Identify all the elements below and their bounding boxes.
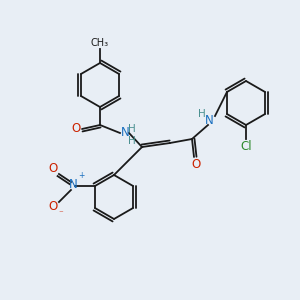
Text: CH₃: CH₃ (91, 38, 109, 48)
Text: N: N (121, 127, 129, 140)
Text: H: H (198, 109, 206, 119)
Text: O: O (191, 158, 201, 172)
Text: ⁻: ⁻ (58, 209, 63, 218)
Text: H: H (128, 124, 136, 134)
Text: O: O (48, 200, 58, 214)
Text: O: O (48, 163, 58, 176)
Text: +: + (78, 172, 84, 181)
Text: O: O (71, 122, 81, 136)
Text: H: H (128, 136, 136, 146)
Text: Cl: Cl (240, 140, 252, 152)
Text: N: N (69, 178, 77, 190)
Text: N: N (205, 113, 213, 127)
